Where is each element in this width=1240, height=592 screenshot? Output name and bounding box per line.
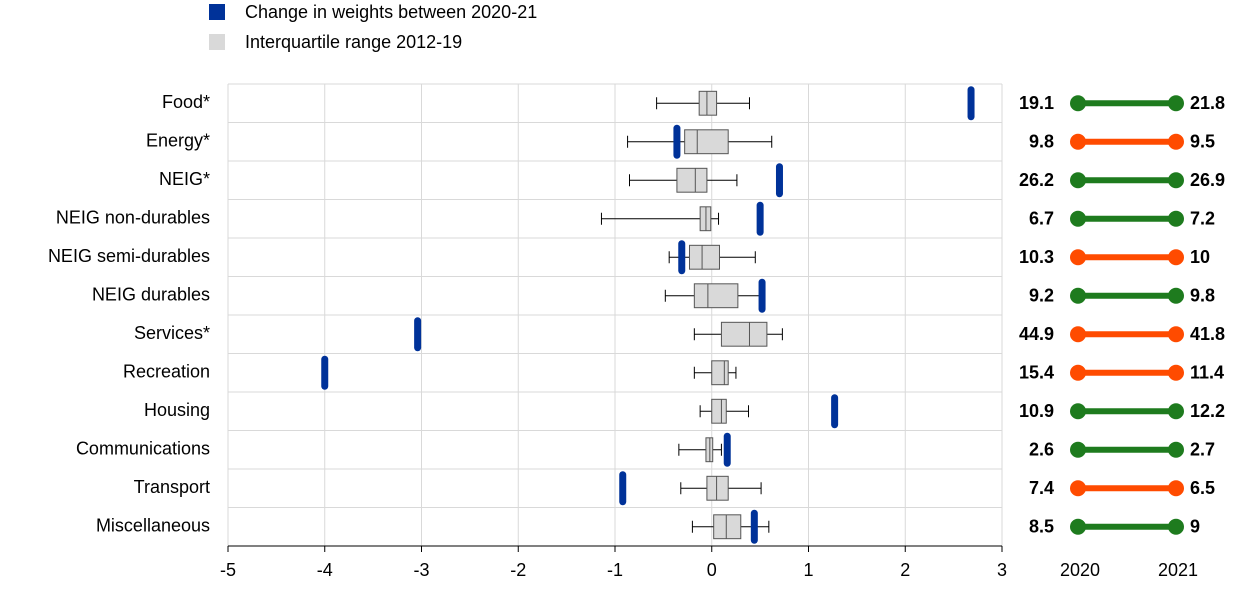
- category-label: NEIG semi-durables: [48, 246, 210, 266]
- box: [713, 514, 742, 540]
- box: [693, 283, 739, 309]
- x-tick-label: -4: [317, 560, 333, 580]
- legend-swatch: [209, 4, 225, 20]
- x-tick-label: -3: [413, 560, 429, 580]
- category-label: NEIG non-durables: [56, 208, 210, 228]
- change-marker: [967, 86, 975, 121]
- change-marker: [678, 240, 686, 275]
- value-label: 21.8: [1190, 93, 1225, 113]
- x-tick-label: 1: [803, 560, 813, 580]
- change-marker: [673, 124, 681, 159]
- value-label: 11.4: [1190, 363, 1224, 383]
- box: [698, 90, 718, 116]
- x-tick-label: 2020: [1060, 560, 1100, 580]
- dot-2020: [1070, 518, 1086, 535]
- category-label: Food*: [162, 92, 210, 112]
- box: [711, 360, 729, 386]
- category-label: Communications: [76, 439, 210, 459]
- dot-2021: [1168, 210, 1184, 227]
- dot-2020: [1070, 403, 1086, 420]
- value-label: 9.8: [1190, 286, 1215, 306]
- dot-2021: [1168, 403, 1184, 420]
- dot-2020: [1070, 480, 1086, 497]
- change-marker: [619, 471, 627, 506]
- legend-swatch: [209, 34, 225, 50]
- x-tick-label: 0: [707, 560, 717, 580]
- value-label: 6.7: [1029, 209, 1054, 229]
- change-marker: [758, 278, 766, 313]
- value-label: 10.3: [1019, 247, 1054, 267]
- box: [706, 475, 729, 501]
- dot-2020: [1070, 133, 1086, 150]
- dot-2020: [1070, 364, 1086, 381]
- x-tick-label: 2021: [1158, 560, 1198, 580]
- category-label: Services*: [134, 323, 210, 343]
- category-label: Energy*: [146, 131, 210, 151]
- dot-2021: [1168, 249, 1184, 266]
- change-marker: [756, 201, 764, 236]
- value-label: 10: [1190, 247, 1210, 267]
- change-marker: [831, 394, 839, 429]
- value-label: 26.9: [1190, 170, 1225, 190]
- dot-2020: [1070, 441, 1086, 458]
- legend-label: Interquartile range 2012-19: [245, 32, 462, 52]
- dot-2021: [1168, 480, 1184, 497]
- value-label: 2.7: [1190, 440, 1215, 460]
- dot-2020: [1070, 249, 1086, 266]
- value-label: 26.2: [1019, 170, 1054, 190]
- box: [676, 167, 708, 193]
- value-label: 9.5: [1190, 132, 1215, 152]
- dot-2021: [1168, 326, 1184, 343]
- value-label: 7.2: [1190, 209, 1215, 229]
- change-marker: [414, 317, 422, 352]
- category-label: NEIG*: [159, 169, 210, 189]
- category-label: NEIG durables: [92, 285, 210, 305]
- value-label: 8.5: [1029, 517, 1054, 537]
- dot-2021: [1168, 441, 1184, 458]
- value-label: 10.9: [1019, 401, 1054, 421]
- change-marker: [775, 163, 783, 198]
- dot-2020: [1070, 172, 1086, 189]
- value-label: 12.2: [1190, 401, 1225, 421]
- dot-2020: [1070, 210, 1086, 227]
- value-label: 6.5: [1190, 478, 1215, 498]
- change-marker: [321, 355, 329, 390]
- box: [684, 129, 729, 155]
- category-label: Miscellaneous: [96, 516, 210, 536]
- value-label: 19.1: [1019, 93, 1054, 113]
- change-marker: [750, 509, 758, 544]
- dot-2021: [1168, 364, 1184, 381]
- dot-2020: [1070, 95, 1086, 112]
- x-tick-label: -5: [220, 560, 236, 580]
- dot-2021: [1168, 518, 1184, 535]
- dot-2020: [1070, 326, 1086, 343]
- dot-2021: [1168, 287, 1184, 304]
- category-label: Transport: [134, 477, 210, 497]
- box: [720, 321, 768, 347]
- change-marker: [723, 432, 731, 467]
- x-tick-label: -2: [510, 560, 526, 580]
- category-label: Housing: [144, 400, 210, 420]
- box: [688, 244, 720, 270]
- value-label: 2.6: [1029, 440, 1054, 460]
- x-tick-label: -1: [607, 560, 623, 580]
- x-tick-label: 2: [900, 560, 910, 580]
- value-label: 9.8: [1029, 132, 1054, 152]
- value-label: 15.4: [1019, 363, 1054, 383]
- legend-label: Change in weights between 2020-21: [245, 2, 537, 22]
- value-label: 44.9: [1019, 324, 1054, 344]
- dot-2021: [1168, 172, 1184, 189]
- value-label: 9: [1190, 517, 1200, 537]
- dot-2021: [1168, 95, 1184, 112]
- value-label: 9.2: [1029, 286, 1054, 306]
- value-label: 41.8: [1190, 324, 1225, 344]
- box: [711, 398, 727, 424]
- value-label: 7.4: [1029, 478, 1054, 498]
- x-tick-label: 3: [997, 560, 1007, 580]
- category-label: Recreation: [123, 362, 210, 382]
- dot-2020: [1070, 287, 1086, 304]
- dot-2021: [1168, 133, 1184, 150]
